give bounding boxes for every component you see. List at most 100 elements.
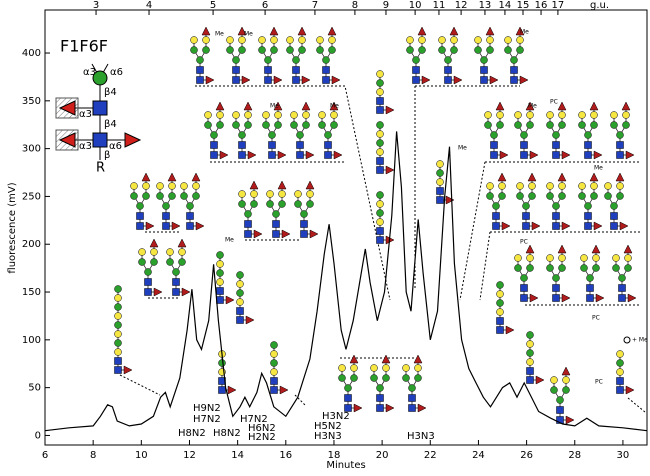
glycan-circle (528, 192, 536, 200)
top-tick-label: 13 (479, 0, 492, 11)
glycan-circle (496, 121, 504, 129)
glycan-fucose (381, 354, 391, 364)
y-tick-label: 200 (22, 239, 41, 250)
glycan-circle (316, 36, 324, 44)
glycan-circle (526, 264, 534, 272)
glycan-circle (330, 111, 338, 119)
glycan-label: Me (330, 103, 339, 110)
glycan-circle (376, 209, 384, 217)
glycan-circle (232, 121, 240, 129)
glycan-square (584, 151, 592, 159)
glycan-circle (418, 46, 426, 54)
glycan-circle (270, 46, 278, 54)
glycan-square (480, 66, 488, 74)
glycan-circle (514, 111, 522, 119)
glycan-fucose (489, 75, 499, 85)
glycan-fucose (225, 295, 235, 305)
glycan-fucose (445, 195, 455, 205)
x-tick-label: 30 (617, 450, 630, 461)
glycan-circle (144, 268, 152, 276)
glycan-square (586, 284, 594, 292)
glycan-circle (450, 46, 458, 54)
glycan-square (136, 222, 144, 230)
glycan-square (114, 357, 122, 365)
glycan-square (376, 227, 384, 235)
connectors (119, 85, 646, 413)
glycan-square (268, 151, 276, 159)
y-tick-label: 300 (22, 144, 41, 155)
glycan-circle (236, 271, 244, 279)
glycan-fucose (145, 221, 155, 231)
glycan-square (436, 187, 444, 195)
glycan-square (408, 404, 416, 412)
glycan-fucose (385, 403, 395, 413)
glycan-circle (236, 298, 244, 306)
glycan-square (552, 141, 560, 149)
glycan-circle (258, 46, 266, 54)
glycan-circle (610, 202, 618, 210)
structure-legend: F1F6F α3 α6 β4 α3 β4 α3 α6 β R (55, 37, 142, 176)
glycan-label: + Me (632, 337, 648, 344)
glycan-fucose (177, 238, 187, 248)
glycan-fucose (591, 244, 601, 254)
glycan-circle (590, 121, 598, 129)
glycan-square (322, 66, 330, 74)
glycan-circle (558, 182, 566, 190)
linkage: α6 (110, 67, 123, 78)
glycan-square (520, 151, 528, 159)
glycan-circle (438, 36, 446, 44)
glycan-fucose (247, 150, 257, 160)
glycan-circle (376, 130, 384, 138)
glycan-fucose (153, 287, 163, 297)
glycan-circle (616, 131, 624, 139)
glycan-fucose (301, 75, 311, 85)
glycan-square (296, 151, 304, 159)
glycan-square (510, 76, 518, 84)
glycan-circle (580, 264, 588, 272)
glycan-fucose (123, 365, 133, 375)
glycan-circle (244, 210, 252, 218)
glycan-square (376, 394, 384, 402)
glycan-circle (612, 264, 620, 272)
glycan-circle (610, 111, 618, 119)
glycan-square (232, 76, 240, 84)
glycan-circle (516, 192, 524, 200)
glycan-label: PC (595, 379, 603, 386)
glycan-circle (322, 56, 330, 64)
glycan-circle (546, 182, 554, 190)
glycan-circle (590, 192, 598, 200)
glycan-circle (172, 268, 180, 276)
glycan-circle (558, 254, 566, 262)
glycan-fucose (557, 244, 567, 254)
glycan-fucose (625, 385, 635, 395)
glycan-label: PC (520, 239, 528, 246)
glycan-square (480, 76, 488, 84)
glycan-fucose (277, 150, 287, 160)
glycan-square (492, 222, 500, 230)
y-tick-label: 350 (22, 96, 41, 107)
top-tick-label: 7 (312, 0, 318, 11)
x-tick-label: 16 (279, 450, 292, 461)
glycan-circle (622, 121, 630, 129)
glycan-circle (130, 192, 138, 200)
glycan-circle (492, 202, 500, 210)
glycan-fucose (485, 26, 495, 36)
glycan-circle (610, 121, 618, 129)
glycan-circle (624, 254, 632, 262)
glycan-circle (616, 182, 624, 190)
glycan-circle (486, 46, 494, 54)
glycan-square (344, 404, 352, 412)
glycan-fucose (297, 26, 307, 36)
glycan-circle (330, 121, 338, 129)
glycan-square (136, 212, 144, 220)
glycan-circle (270, 368, 278, 376)
glycan-circle (552, 202, 560, 210)
glycan-circle (376, 148, 384, 156)
glycan-fucose (413, 354, 423, 364)
glycan-circle (156, 192, 164, 200)
glycan-square (300, 220, 308, 228)
glycan-square (162, 212, 170, 220)
glycan-circle (444, 56, 452, 64)
top-tick-label: 4 (146, 0, 152, 11)
glycan-square (264, 66, 272, 74)
